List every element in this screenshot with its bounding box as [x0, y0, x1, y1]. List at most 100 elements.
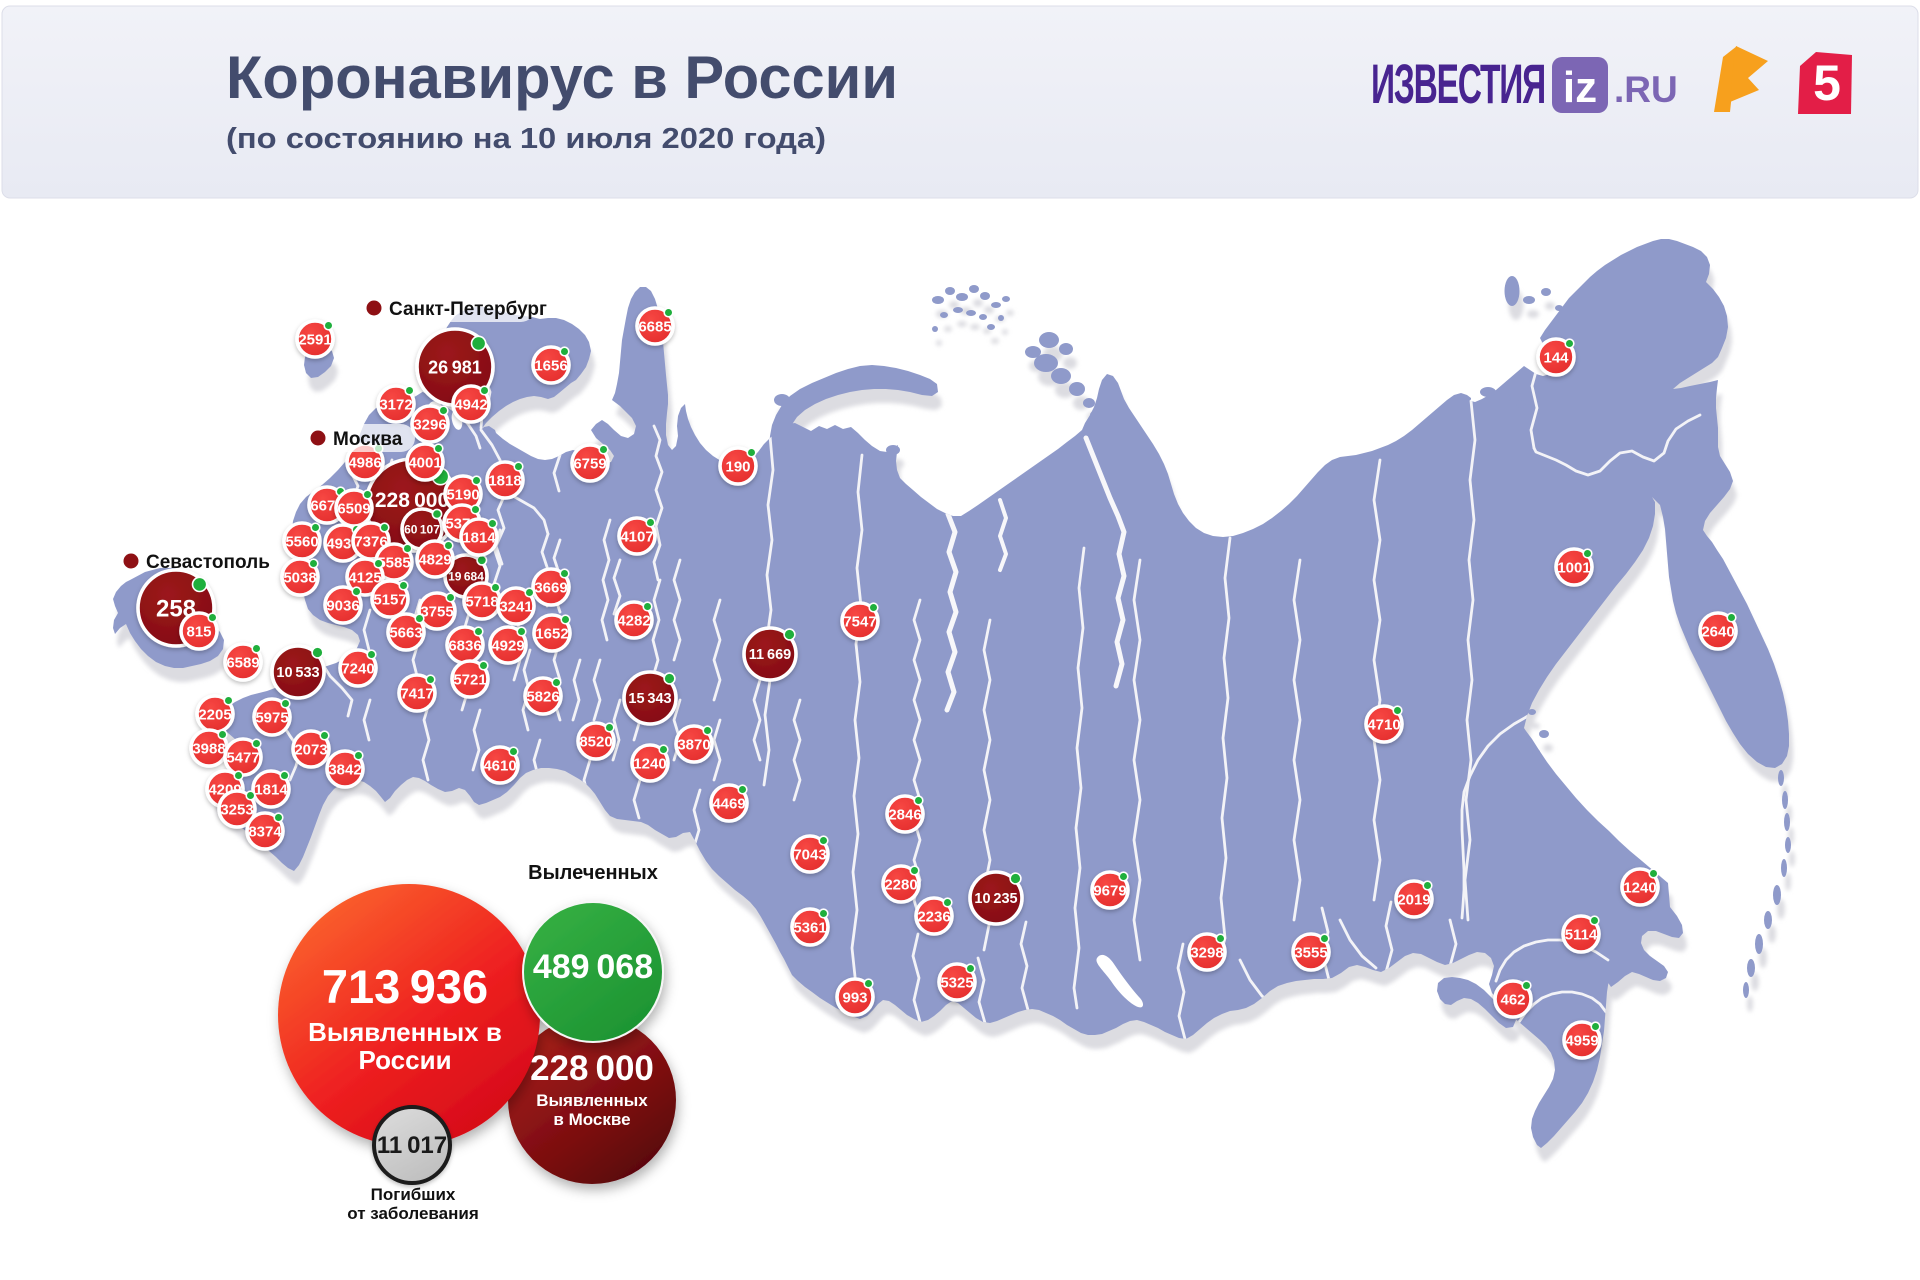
- svg-text:9679: 9679: [1093, 882, 1126, 899]
- svg-text:Коронавирус в России: Коронавирус в России: [226, 44, 898, 111]
- svg-text:7376: 7376: [354, 533, 387, 550]
- svg-text:ИЗВЕСТИЯ: ИЗВЕСТИЯ: [1371, 52, 1545, 115]
- svg-text:от заболевания: от заболевания: [347, 1204, 479, 1223]
- svg-text:3241: 3241: [499, 598, 532, 615]
- svg-text:4610: 4610: [483, 757, 516, 774]
- svg-text:2073: 2073: [294, 741, 327, 758]
- svg-text:8520: 8520: [579, 733, 612, 750]
- svg-text:1814: 1814: [254, 781, 288, 798]
- svg-text:6509: 6509: [337, 500, 370, 517]
- svg-text:15 343: 15 343: [628, 691, 671, 707]
- svg-text:5361: 5361: [793, 919, 826, 936]
- svg-text:8374: 8374: [248, 823, 282, 840]
- svg-text:6759: 6759: [573, 455, 606, 472]
- svg-text:7417: 7417: [400, 685, 433, 702]
- svg-text:5477: 5477: [226, 749, 259, 766]
- svg-text:2205: 2205: [198, 706, 231, 723]
- svg-text:4959: 4959: [1565, 1032, 1598, 1049]
- svg-text:в Москве: в Москве: [553, 1110, 630, 1129]
- svg-text:2019: 2019: [1397, 891, 1430, 908]
- svg-text:6589: 6589: [226, 654, 259, 671]
- svg-text:4986: 4986: [348, 454, 381, 471]
- svg-text:144: 144: [1543, 349, 1569, 366]
- svg-text:815: 815: [186, 623, 211, 640]
- svg-text:4829: 4829: [418, 551, 451, 568]
- svg-text:489 068: 489 068: [533, 948, 653, 986]
- svg-text:3296: 3296: [413, 416, 446, 433]
- svg-text:11 669: 11 669: [749, 647, 791, 663]
- svg-text:iz: iz: [1563, 63, 1597, 112]
- svg-text:5975: 5975: [255, 709, 288, 726]
- svg-text:5560: 5560: [285, 533, 318, 550]
- svg-text:19 684: 19 684: [448, 569, 484, 583]
- svg-text:7043: 7043: [793, 846, 826, 863]
- svg-text:5190: 5190: [446, 486, 479, 503]
- svg-text:60 107: 60 107: [404, 522, 440, 536]
- svg-text:2236: 2236: [917, 908, 950, 925]
- svg-text:5585: 5585: [377, 554, 410, 571]
- svg-text:7240: 7240: [341, 660, 374, 677]
- svg-text:462: 462: [1500, 991, 1525, 1008]
- svg-text:4942: 4942: [454, 396, 487, 413]
- svg-text:3172: 3172: [379, 396, 412, 413]
- svg-text:4107: 4107: [620, 528, 653, 545]
- svg-text:3253: 3253: [220, 801, 253, 818]
- svg-text:9036: 9036: [326, 597, 359, 614]
- svg-text:4710: 4710: [1367, 716, 1400, 733]
- svg-text:228 000: 228 000: [375, 489, 449, 512]
- svg-text:5038: 5038: [283, 569, 316, 586]
- svg-text:1240: 1240: [1623, 879, 1656, 896]
- svg-text:5: 5: [1813, 55, 1841, 111]
- svg-text:3298: 3298: [1190, 944, 1223, 961]
- svg-text:228 000: 228 000: [530, 1049, 654, 1088]
- svg-text:Санкт-Петербург: Санкт-Петербург: [389, 299, 547, 320]
- svg-text:2591: 2591: [298, 331, 331, 348]
- svg-text:4282: 4282: [617, 612, 650, 629]
- svg-text:4001: 4001: [408, 454, 441, 471]
- svg-text:5721: 5721: [453, 671, 486, 688]
- svg-text:3842: 3842: [328, 761, 361, 778]
- svg-text:России: России: [358, 1045, 451, 1075]
- svg-text:(по состоянию на 10 июля 2020: (по состоянию на 10 июля 2020 года): [226, 123, 826, 155]
- svg-text:4125: 4125: [348, 569, 381, 586]
- svg-text:5114: 5114: [1565, 926, 1598, 943]
- svg-text:1001: 1001: [1557, 559, 1590, 576]
- svg-text:713 936: 713 936: [322, 960, 488, 1013]
- svg-text:10 235: 10 235: [974, 891, 1017, 907]
- svg-text:26 981: 26 981: [428, 357, 482, 377]
- svg-text:993: 993: [842, 989, 867, 1006]
- svg-text:Вылеченных: Вылеченных: [528, 862, 658, 884]
- svg-text:11 017: 11 017: [377, 1132, 447, 1159]
- svg-text:5325: 5325: [940, 974, 973, 991]
- svg-text:3870: 3870: [677, 736, 710, 753]
- svg-text:6836: 6836: [448, 637, 481, 654]
- svg-text:5718: 5718: [465, 593, 498, 610]
- svg-text:3988: 3988: [192, 740, 225, 757]
- svg-text:5157: 5157: [373, 591, 406, 608]
- svg-text:Погибших: Погибших: [371, 1185, 456, 1204]
- svg-text:1240: 1240: [633, 755, 666, 772]
- svg-text:4469: 4469: [712, 795, 745, 812]
- svg-text:5826: 5826: [526, 688, 559, 705]
- svg-text:Выявленных: Выявленных: [536, 1091, 648, 1110]
- svg-text:3669: 3669: [534, 579, 567, 596]
- svg-text:1656: 1656: [534, 357, 567, 374]
- svg-text:2640: 2640: [1701, 623, 1734, 640]
- svg-text:3755: 3755: [420, 603, 453, 620]
- svg-text:2846: 2846: [888, 806, 921, 823]
- svg-text:190: 190: [725, 458, 750, 475]
- svg-text:4929: 4929: [491, 637, 524, 654]
- svg-text:5663: 5663: [389, 624, 422, 641]
- svg-text:3555: 3555: [1294, 944, 1327, 961]
- svg-text:Москва: Москва: [333, 429, 403, 450]
- svg-text:6685: 6685: [638, 318, 671, 335]
- svg-text:Выявленных в: Выявленных в: [308, 1017, 502, 1047]
- svg-text:2280: 2280: [884, 876, 917, 893]
- svg-text:7547: 7547: [843, 613, 876, 630]
- svg-text:1818: 1818: [488, 472, 521, 489]
- svg-text:.RU: .RU: [1614, 69, 1678, 110]
- svg-text:Севастополь: Севастополь: [146, 552, 270, 573]
- svg-text:1652: 1652: [535, 625, 568, 642]
- svg-text:10 533: 10 533: [276, 665, 319, 681]
- svg-text:1814: 1814: [462, 529, 496, 546]
